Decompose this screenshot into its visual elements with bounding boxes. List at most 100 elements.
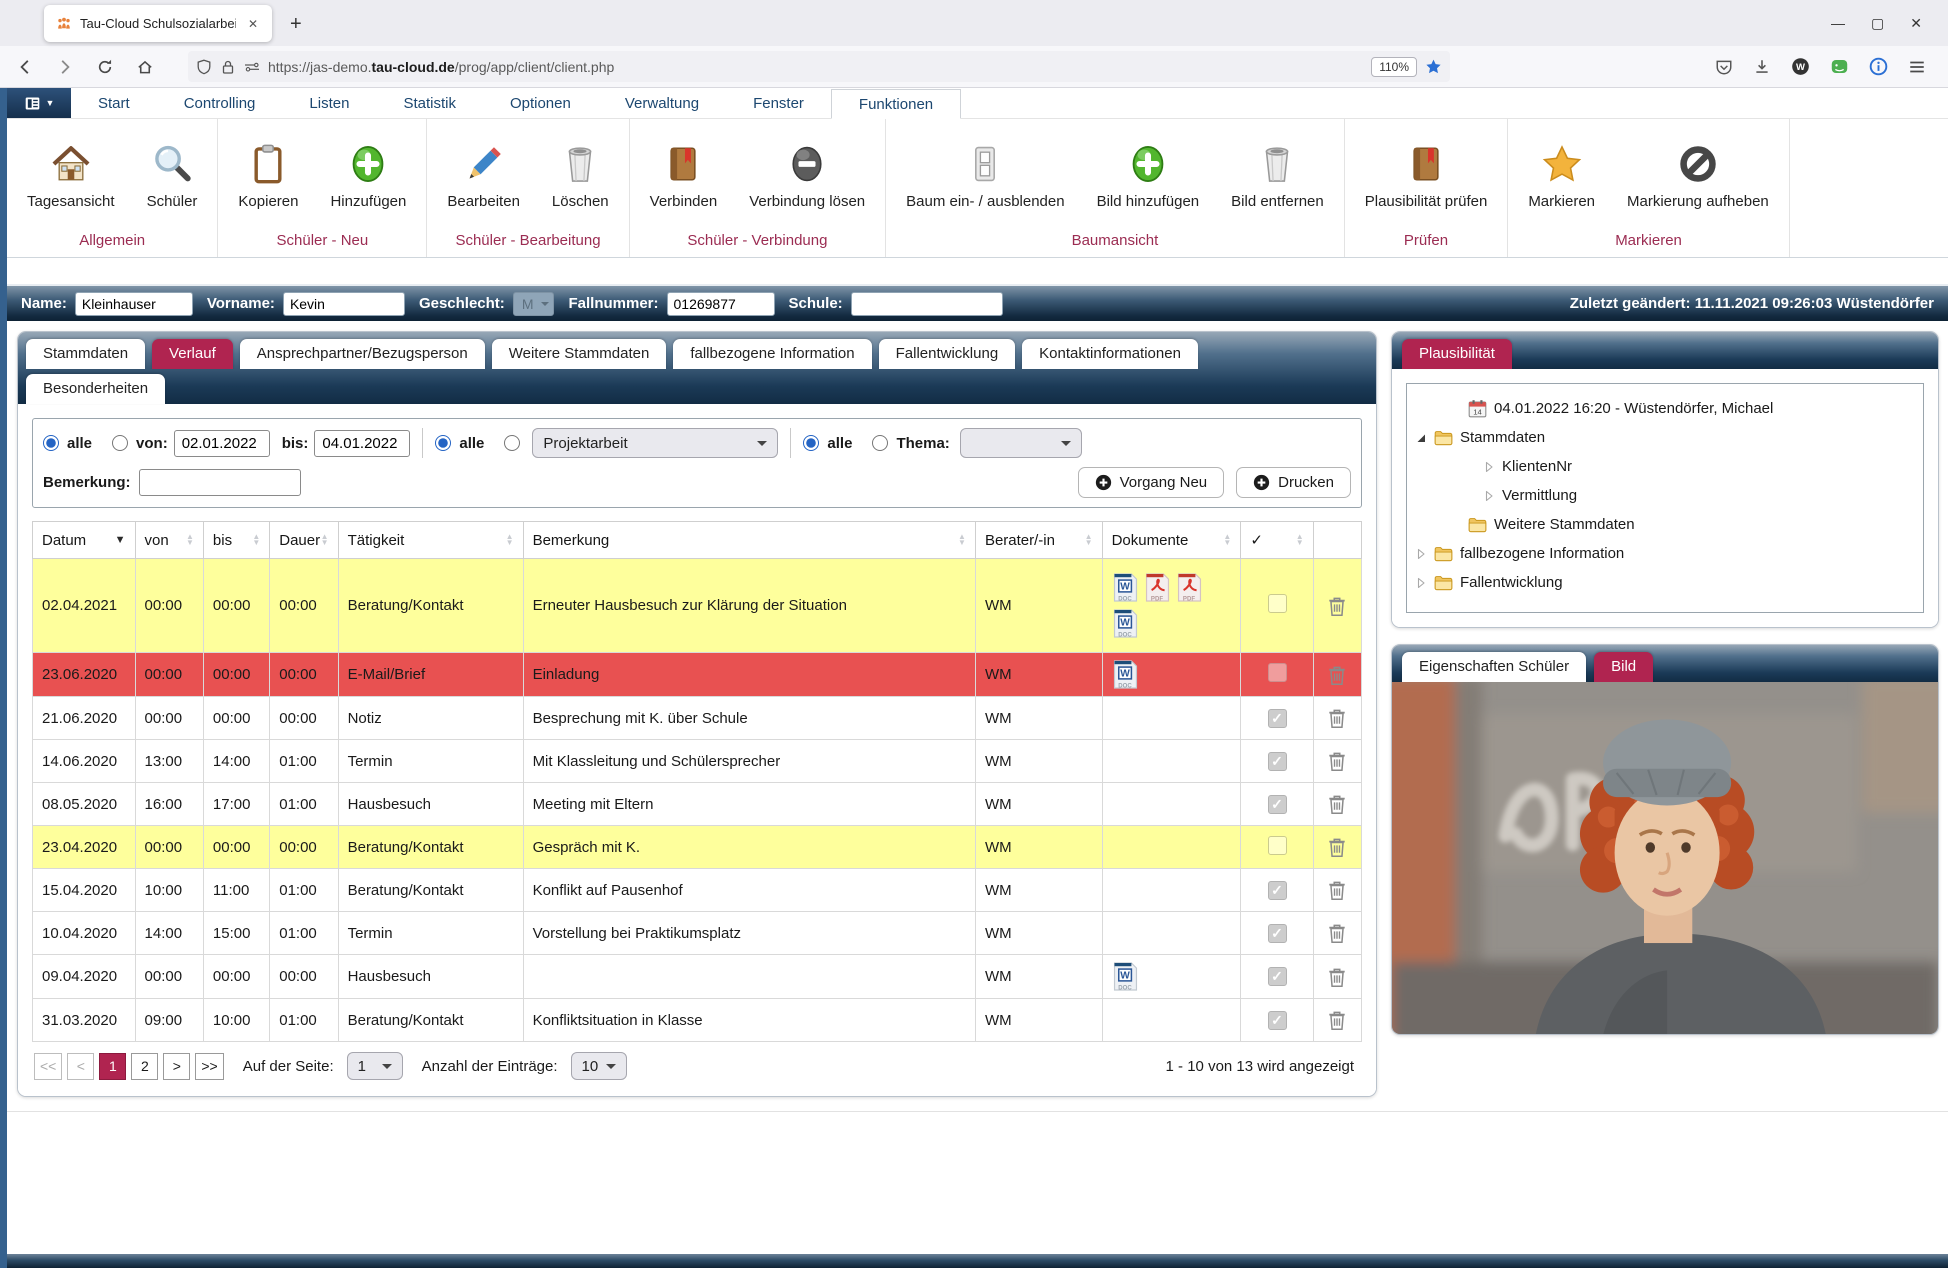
delete-row-button[interactable] — [1323, 706, 1352, 730]
tab-ansprechpartner-bezugsperson[interactable]: Ansprechpartner/Bezugsperson — [239, 339, 485, 369]
bis-date-field[interactable] — [314, 429, 411, 457]
thema-select[interactable] — [959, 428, 1082, 458]
hamburger-menu-icon[interactable] — [1908, 58, 1926, 76]
thema-select-radio[interactable] — [872, 435, 889, 451]
toolbar-button-tagesansicht[interactable]: Tagesansicht — [11, 143, 131, 210]
taetigkeit-select-radio[interactable] — [504, 435, 521, 451]
table-row[interactable]: 15.04.2020 10:00 11:00 01:00 Beratung/Kontak… — [32, 868, 1363, 912]
vorname-field[interactable] — [282, 291, 405, 316]
pagination-button-[interactable]: << — [34, 1052, 63, 1080]
tree-node-vermittlung[interactable]: Vermittlung — [1415, 481, 1915, 510]
permissions-icon[interactable] — [244, 59, 260, 75]
tree-node-klientennr[interactable]: KlientenNr — [1415, 452, 1915, 481]
toolbar-button-verbinden[interactable]: Verbinden — [634, 143, 734, 210]
tab-kontaktinformationen[interactable]: Kontaktinformationen — [1022, 339, 1198, 369]
row-checkbox[interactable]: ✓ — [1267, 967, 1287, 986]
toolbar-button-plausibilität-prüfen[interactable]: Plausibilität prüfen — [1349, 143, 1504, 210]
pagination-button-1[interactable]: 1 — [99, 1052, 127, 1080]
table-row[interactable]: 14.06.2020 13:00 14:00 01:00 Termin Mit Klass… — [32, 739, 1363, 783]
date-alle-radio[interactable] — [43, 435, 59, 451]
menu-item-fenster[interactable]: Fenster — [753, 94, 804, 112]
table-row[interactable]: 10.04.2020 14:00 15:00 01:00 Termin Vorstellu… — [32, 911, 1363, 955]
extension-w-icon[interactable]: W — [1791, 57, 1810, 76]
table-row[interactable]: 23.06.2020 00:00 00:00 00:00 E-Mail/Brief Ein… — [32, 652, 1363, 697]
downloads-icon[interactable] — [1753, 58, 1771, 76]
pdf-icon[interactable]: PDF — [1176, 572, 1203, 603]
von-date-field[interactable] — [173, 429, 270, 457]
delete-row-button[interactable] — [1323, 878, 1352, 902]
menu-item-controlling[interactable]: Controlling — [183, 94, 256, 112]
tab-verlauf[interactable]: Verlauf — [152, 339, 233, 369]
window-close-button[interactable]: ✕ — [1910, 15, 1922, 31]
app-menu-button[interactable]: ▼ — [7, 88, 71, 118]
column-header-tätigkeit[interactable]: Tätigkeit ▲ ▼ — [337, 521, 524, 559]
row-checkbox[interactable]: ✓ — [1267, 708, 1287, 728]
lock-icon[interactable] — [220, 59, 236, 75]
toolbar-button-schüler[interactable]: Schüler — [131, 143, 214, 210]
pagination-button-2[interactable]: 2 — [131, 1052, 159, 1080]
row-checkbox[interactable]: ✓ — [1267, 794, 1287, 814]
toolbar-button-bild-hinzufügen[interactable]: Bild hinzufügen — [1081, 143, 1216, 210]
tree-node-weitere-stammdaten[interactable]: Weitere Stammdaten — [1415, 510, 1915, 539]
reload-icon[interactable] — [90, 52, 120, 82]
table-row[interactable]: 21.06.2020 00:00 00:00 00:00 Notiz Besprechun… — [32, 696, 1363, 740]
column-header-von[interactable]: von ▲ ▼ — [134, 521, 204, 559]
row-checkbox[interactable]: ✓ — [1267, 923, 1287, 943]
menu-item-listen[interactable]: Listen — [309, 94, 350, 112]
menu-item-start[interactable]: Start — [98, 94, 130, 112]
forward-icon[interactable] — [50, 52, 80, 82]
doc-icon[interactable]: W DOC — [1112, 659, 1139, 690]
tab-bild[interactable]: Bild — [1594, 652, 1654, 682]
zoom-level-badge[interactable]: 110% — [1371, 56, 1417, 77]
tab-eigenschaften-schueler[interactable]: Eigenschaften Schüler — [1402, 652, 1587, 682]
pocket-icon[interactable] — [1715, 58, 1733, 76]
pagination-button-[interactable]: < — [67, 1052, 95, 1080]
delete-row-button[interactable] — [1323, 749, 1352, 773]
window-maximize-button[interactable]: ▢ — [1871, 15, 1885, 31]
page-select[interactable]: 1 — [346, 1052, 403, 1080]
pdf-icon[interactable]: PDF — [1144, 572, 1171, 603]
new-tab-button[interactable]: + — [290, 13, 302, 35]
tab-fallentwicklung[interactable]: Fallentwicklung — [878, 339, 1016, 369]
row-checkbox[interactable] — [1267, 663, 1287, 682]
toolbar-button-löschen[interactable]: Löschen — [536, 143, 625, 210]
row-checkbox[interactable]: ✓ — [1267, 1010, 1287, 1030]
browser-tab[interactable]: Tau-Cloud Schulsozialarbeit <Ki ✕ — [44, 5, 272, 42]
geschlecht-select[interactable]: M — [512, 291, 555, 316]
tab-weitere-stammdaten[interactable]: Weitere Stammdaten — [491, 339, 667, 369]
bemerkung-field[interactable] — [138, 469, 301, 496]
column-header-bemerkung[interactable]: Bemerkung ▲ ▼ — [522, 521, 976, 559]
tree-node-fallentwicklung[interactable]: Fallentwicklung — [1415, 568, 1915, 597]
fallnummer-field[interactable] — [666, 291, 775, 316]
table-row[interactable]: 08.05.2020 16:00 17:00 01:00 Hausbesuch Meeti… — [32, 782, 1363, 826]
doc-icon[interactable]: W DOC — [1112, 961, 1139, 992]
doc-icon[interactable]: W DOC — [1112, 572, 1139, 603]
delete-row-button[interactable] — [1323, 594, 1352, 618]
extension-info-icon[interactable] — [1869, 57, 1888, 76]
row-checkbox[interactable]: ✓ — [1267, 880, 1287, 900]
doc-icon[interactable]: W DOC — [1112, 608, 1139, 639]
table-row[interactable]: 02.04.2021 00:00 00:00 00:00 Beratung/Kontak… — [32, 558, 1363, 653]
row-checkbox[interactable] — [1267, 835, 1287, 855]
table-row[interactable]: 31.03.2020 09:00 10:00 01:00 Beratung/Kontak… — [32, 998, 1363, 1042]
table-row[interactable]: 23.04.2020 00:00 00:00 00:00 Beratung/Kontak… — [32, 825, 1363, 869]
taetigkeit-select[interactable]: Projektarbeit — [532, 428, 779, 458]
taetigkeit-alle-radio[interactable] — [435, 435, 452, 451]
toolbar-button-kopieren[interactable]: Kopieren — [222, 143, 314, 210]
tab-close-icon[interactable]: ✕ — [247, 16, 258, 31]
menu-item-funktionen[interactable]: Funktionen — [830, 89, 962, 119]
tree-node-04-01-2022-16-20-wüstendörfer-michael[interactable]: 14 04.01.2022 16:20 - Wüstendörfer, Micha… — [1415, 394, 1915, 423]
schule-field[interactable] — [850, 291, 1003, 316]
tree-node-stammdaten[interactable]: Stammdaten — [1415, 423, 1915, 452]
delete-row-button[interactable] — [1323, 921, 1352, 945]
delete-row-button[interactable] — [1323, 965, 1352, 989]
toolbar-button-bearbeiten[interactable]: Bearbeiten — [431, 143, 536, 210]
tab-stammdaten[interactable]: Stammdaten — [26, 339, 146, 369]
row-checkbox[interactable]: ✓ — [1267, 751, 1287, 771]
window-minimize-button[interactable]: — — [1831, 15, 1846, 31]
pagination-button-[interactable]: > — [163, 1052, 191, 1080]
drucken-button[interactable]: Drucken — [1236, 467, 1351, 498]
row-checkbox[interactable] — [1267, 594, 1287, 613]
menu-item-verwaltung[interactable]: Verwaltung — [624, 94, 700, 112]
toolbar-button-verbindung-lösen[interactable]: Verbindung lösen — [733, 143, 881, 210]
